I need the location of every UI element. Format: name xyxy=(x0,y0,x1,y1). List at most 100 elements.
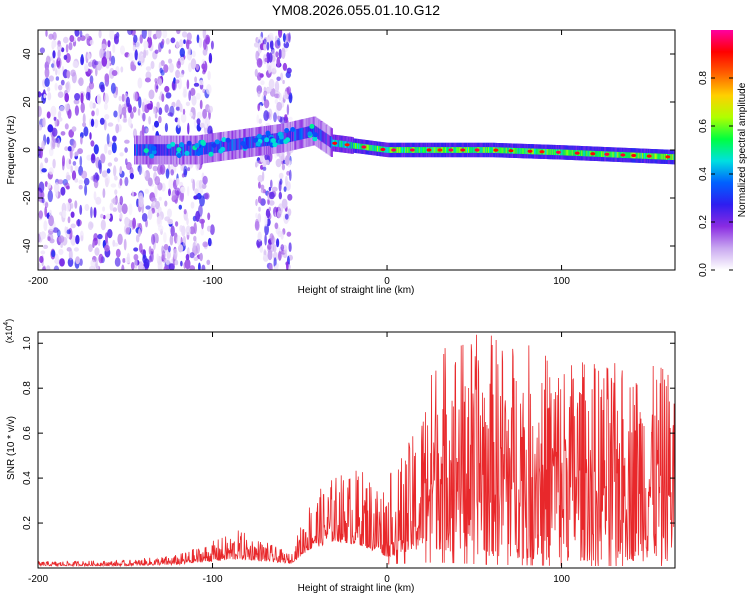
noise-blob xyxy=(186,217,189,226)
noise-blob xyxy=(278,48,282,59)
noise-blob xyxy=(125,158,128,166)
noise-blob xyxy=(46,265,51,270)
noise-blob xyxy=(55,68,58,76)
noise-blob xyxy=(179,47,185,58)
noise-blob xyxy=(83,177,90,186)
signal-peak xyxy=(539,150,545,154)
noise-blob xyxy=(199,122,205,128)
noise-blob xyxy=(162,30,168,39)
noise-blob xyxy=(45,55,51,66)
noise-blob xyxy=(143,40,149,49)
signal-peak xyxy=(448,148,454,152)
noise-blob xyxy=(97,159,102,170)
noise-blob xyxy=(103,215,106,220)
noise-blob xyxy=(135,234,140,243)
signal-peak xyxy=(437,148,443,152)
noise-blob xyxy=(47,182,52,189)
spectrogram-x-axis: -200 -100 0 100 xyxy=(28,30,570,287)
noise-blob xyxy=(128,203,133,216)
noise-blob xyxy=(168,178,174,190)
noise-blob xyxy=(74,178,79,183)
noise-blob xyxy=(64,92,69,103)
noise-blob xyxy=(122,258,126,263)
noise-blob xyxy=(52,50,56,59)
snr-y-tick-label: 0.8 xyxy=(22,381,33,395)
noise-blob xyxy=(286,260,289,270)
noise-blob xyxy=(66,247,72,252)
noise-blob xyxy=(120,45,125,55)
noise-blob xyxy=(270,243,275,253)
noise-blob xyxy=(164,200,168,207)
noise-blob xyxy=(57,91,64,98)
noise-blob xyxy=(100,84,105,93)
noise-blob xyxy=(177,117,181,129)
noise-blob xyxy=(269,263,273,270)
noise-blob xyxy=(94,118,99,128)
noise-blob xyxy=(269,191,275,200)
signal-core xyxy=(172,144,175,156)
signal-core xyxy=(614,151,617,158)
signal-core xyxy=(150,144,153,156)
noise-blob xyxy=(60,242,63,248)
noise-blob xyxy=(154,185,158,198)
noise-blob xyxy=(268,32,274,38)
noise-blob xyxy=(95,257,98,269)
noise-blob xyxy=(193,222,197,235)
noise-blob xyxy=(85,33,90,39)
noise-blob xyxy=(127,116,132,127)
noise-blob xyxy=(119,152,124,157)
noise-blob xyxy=(125,227,131,235)
noise-blob xyxy=(107,122,114,127)
noise-blob xyxy=(176,30,181,35)
noise-blob xyxy=(90,154,96,164)
colorbar-tick-label: 0.4 xyxy=(698,167,709,181)
noise-blob xyxy=(257,103,261,112)
noise-blob xyxy=(207,70,211,81)
noise-blob xyxy=(264,234,267,246)
noise-blob xyxy=(165,257,170,265)
noise-blob xyxy=(201,264,206,270)
noise-blob xyxy=(56,56,62,69)
noise-blob xyxy=(69,35,75,43)
noise-blob xyxy=(43,220,48,232)
noise-blob xyxy=(38,181,45,193)
noise-blob xyxy=(176,60,181,69)
signal-blob xyxy=(176,153,182,159)
signal-peak xyxy=(474,148,480,152)
signal-blob xyxy=(208,151,214,157)
noise-blob xyxy=(201,63,206,70)
noise-blob xyxy=(283,249,288,254)
noise-blob xyxy=(286,231,292,237)
noise-blob xyxy=(183,165,188,176)
noise-blob xyxy=(130,64,137,72)
noise-blob xyxy=(133,34,138,43)
noise-blob xyxy=(47,91,52,101)
noise-blob xyxy=(200,228,205,236)
noise-blob xyxy=(65,82,70,91)
noise-blob xyxy=(170,225,175,237)
noise-blob xyxy=(145,71,152,80)
noise-blob xyxy=(278,203,284,215)
noise-blob xyxy=(114,175,118,181)
noise-blob xyxy=(145,205,151,210)
snr-y-tick-label: 1.0 xyxy=(22,336,33,350)
noise-blob xyxy=(163,243,169,251)
noise-blob xyxy=(178,244,184,253)
snr-x-tick-label: 100 xyxy=(553,574,570,585)
snr-x-tick-label: -100 xyxy=(203,574,223,585)
noise-blob xyxy=(208,52,213,64)
noise-blob xyxy=(59,258,65,267)
signal-blob xyxy=(176,147,182,153)
noise-blob xyxy=(52,59,56,72)
noise-blob xyxy=(174,79,180,84)
noise-blob xyxy=(259,245,264,253)
noise-blob xyxy=(84,65,89,72)
noise-blob xyxy=(265,208,271,219)
noise-blob xyxy=(284,213,289,220)
noise-blob xyxy=(66,229,71,235)
noise-blob xyxy=(187,186,190,197)
noise-blob xyxy=(68,129,74,138)
noise-blob xyxy=(48,209,52,216)
noise-blob xyxy=(271,186,278,192)
noise-blob xyxy=(115,123,120,134)
